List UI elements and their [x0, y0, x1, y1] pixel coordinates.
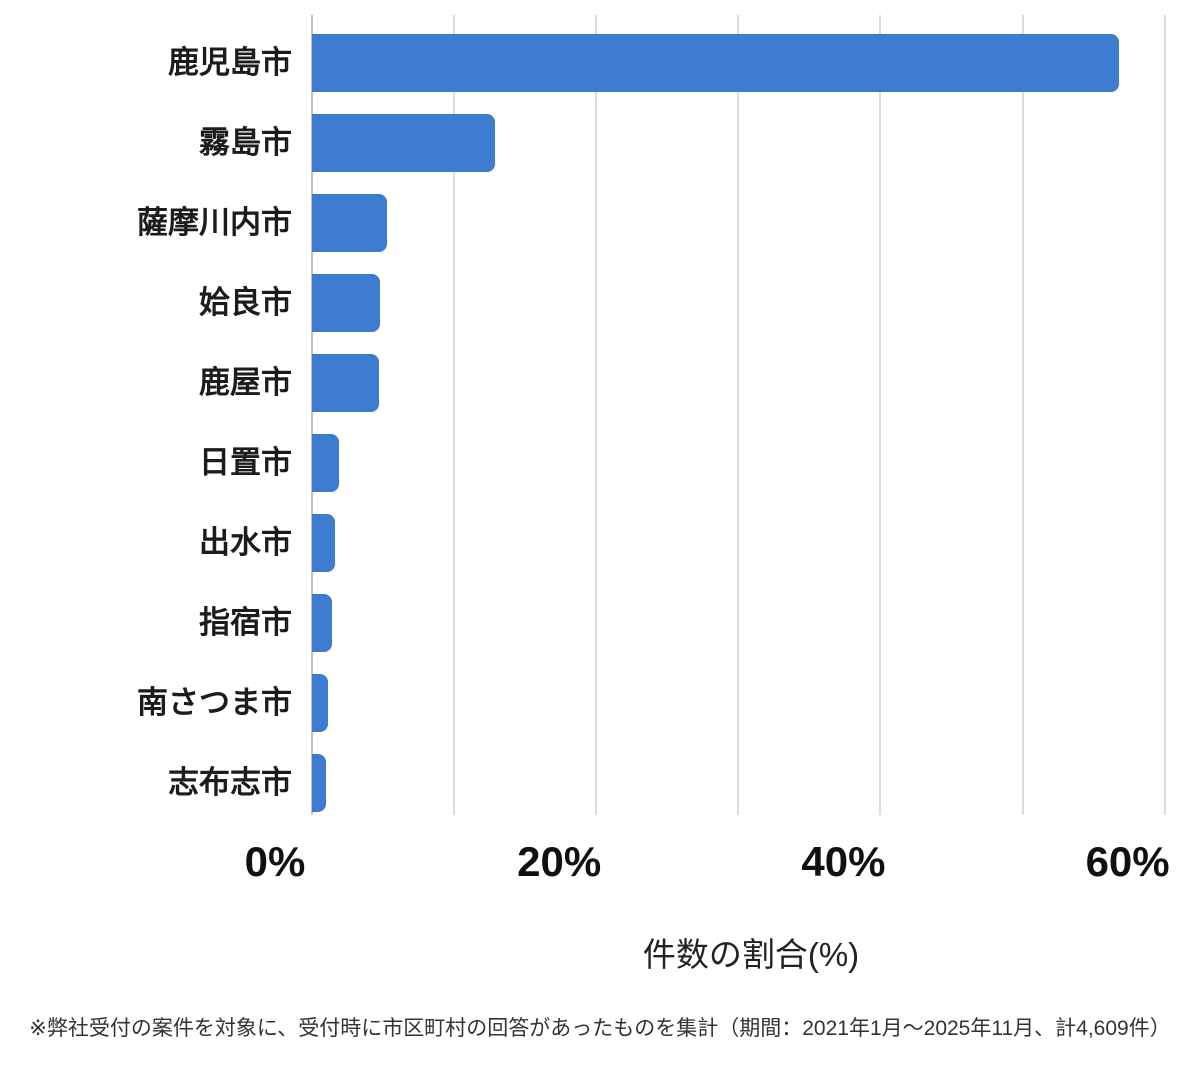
bar — [312, 354, 379, 412]
category-label: 鹿屋市 — [199, 365, 292, 400]
x-tick-label: 40% — [801, 838, 886, 885]
gridline — [453, 15, 455, 815]
category-label: 志布志市 — [168, 765, 292, 800]
x-axis-title: 件数の割合(%) — [642, 936, 860, 973]
x-tick-label: 0% — [244, 838, 306, 885]
category-label: 鹿児島市 — [168, 45, 292, 80]
bar — [312, 594, 332, 652]
category-label: 姶良市 — [199, 285, 292, 320]
bar — [312, 514, 335, 572]
bar — [312, 754, 326, 812]
bar — [312, 34, 1119, 92]
bar — [312, 194, 387, 252]
gridline — [1164, 15, 1166, 815]
y-axis-line — [311, 15, 313, 815]
x-tick-label: 20% — [517, 838, 602, 885]
category-label: 薩摩川内市 — [137, 205, 292, 240]
plot-area — [311, 15, 1191, 815]
gridline — [737, 15, 739, 815]
gridline — [595, 15, 597, 815]
gridline — [1022, 15, 1024, 815]
gridline — [879, 15, 881, 815]
category-label: 指宿市 — [199, 605, 292, 640]
category-label: 出水市 — [199, 525, 292, 560]
bar — [312, 114, 495, 172]
category-label: 日置市 — [199, 445, 292, 480]
footnote: ※弊社受付の案件を対象に、受付時に市区町村の回答があったものを集計（期間：202… — [29, 1017, 1171, 1040]
bar — [312, 674, 328, 732]
bar — [312, 434, 339, 492]
bar — [312, 274, 380, 332]
x-tick-label: 60% — [1085, 838, 1170, 885]
category-label: 南さつま市 — [137, 685, 292, 720]
category-label: 霧島市 — [199, 125, 292, 160]
